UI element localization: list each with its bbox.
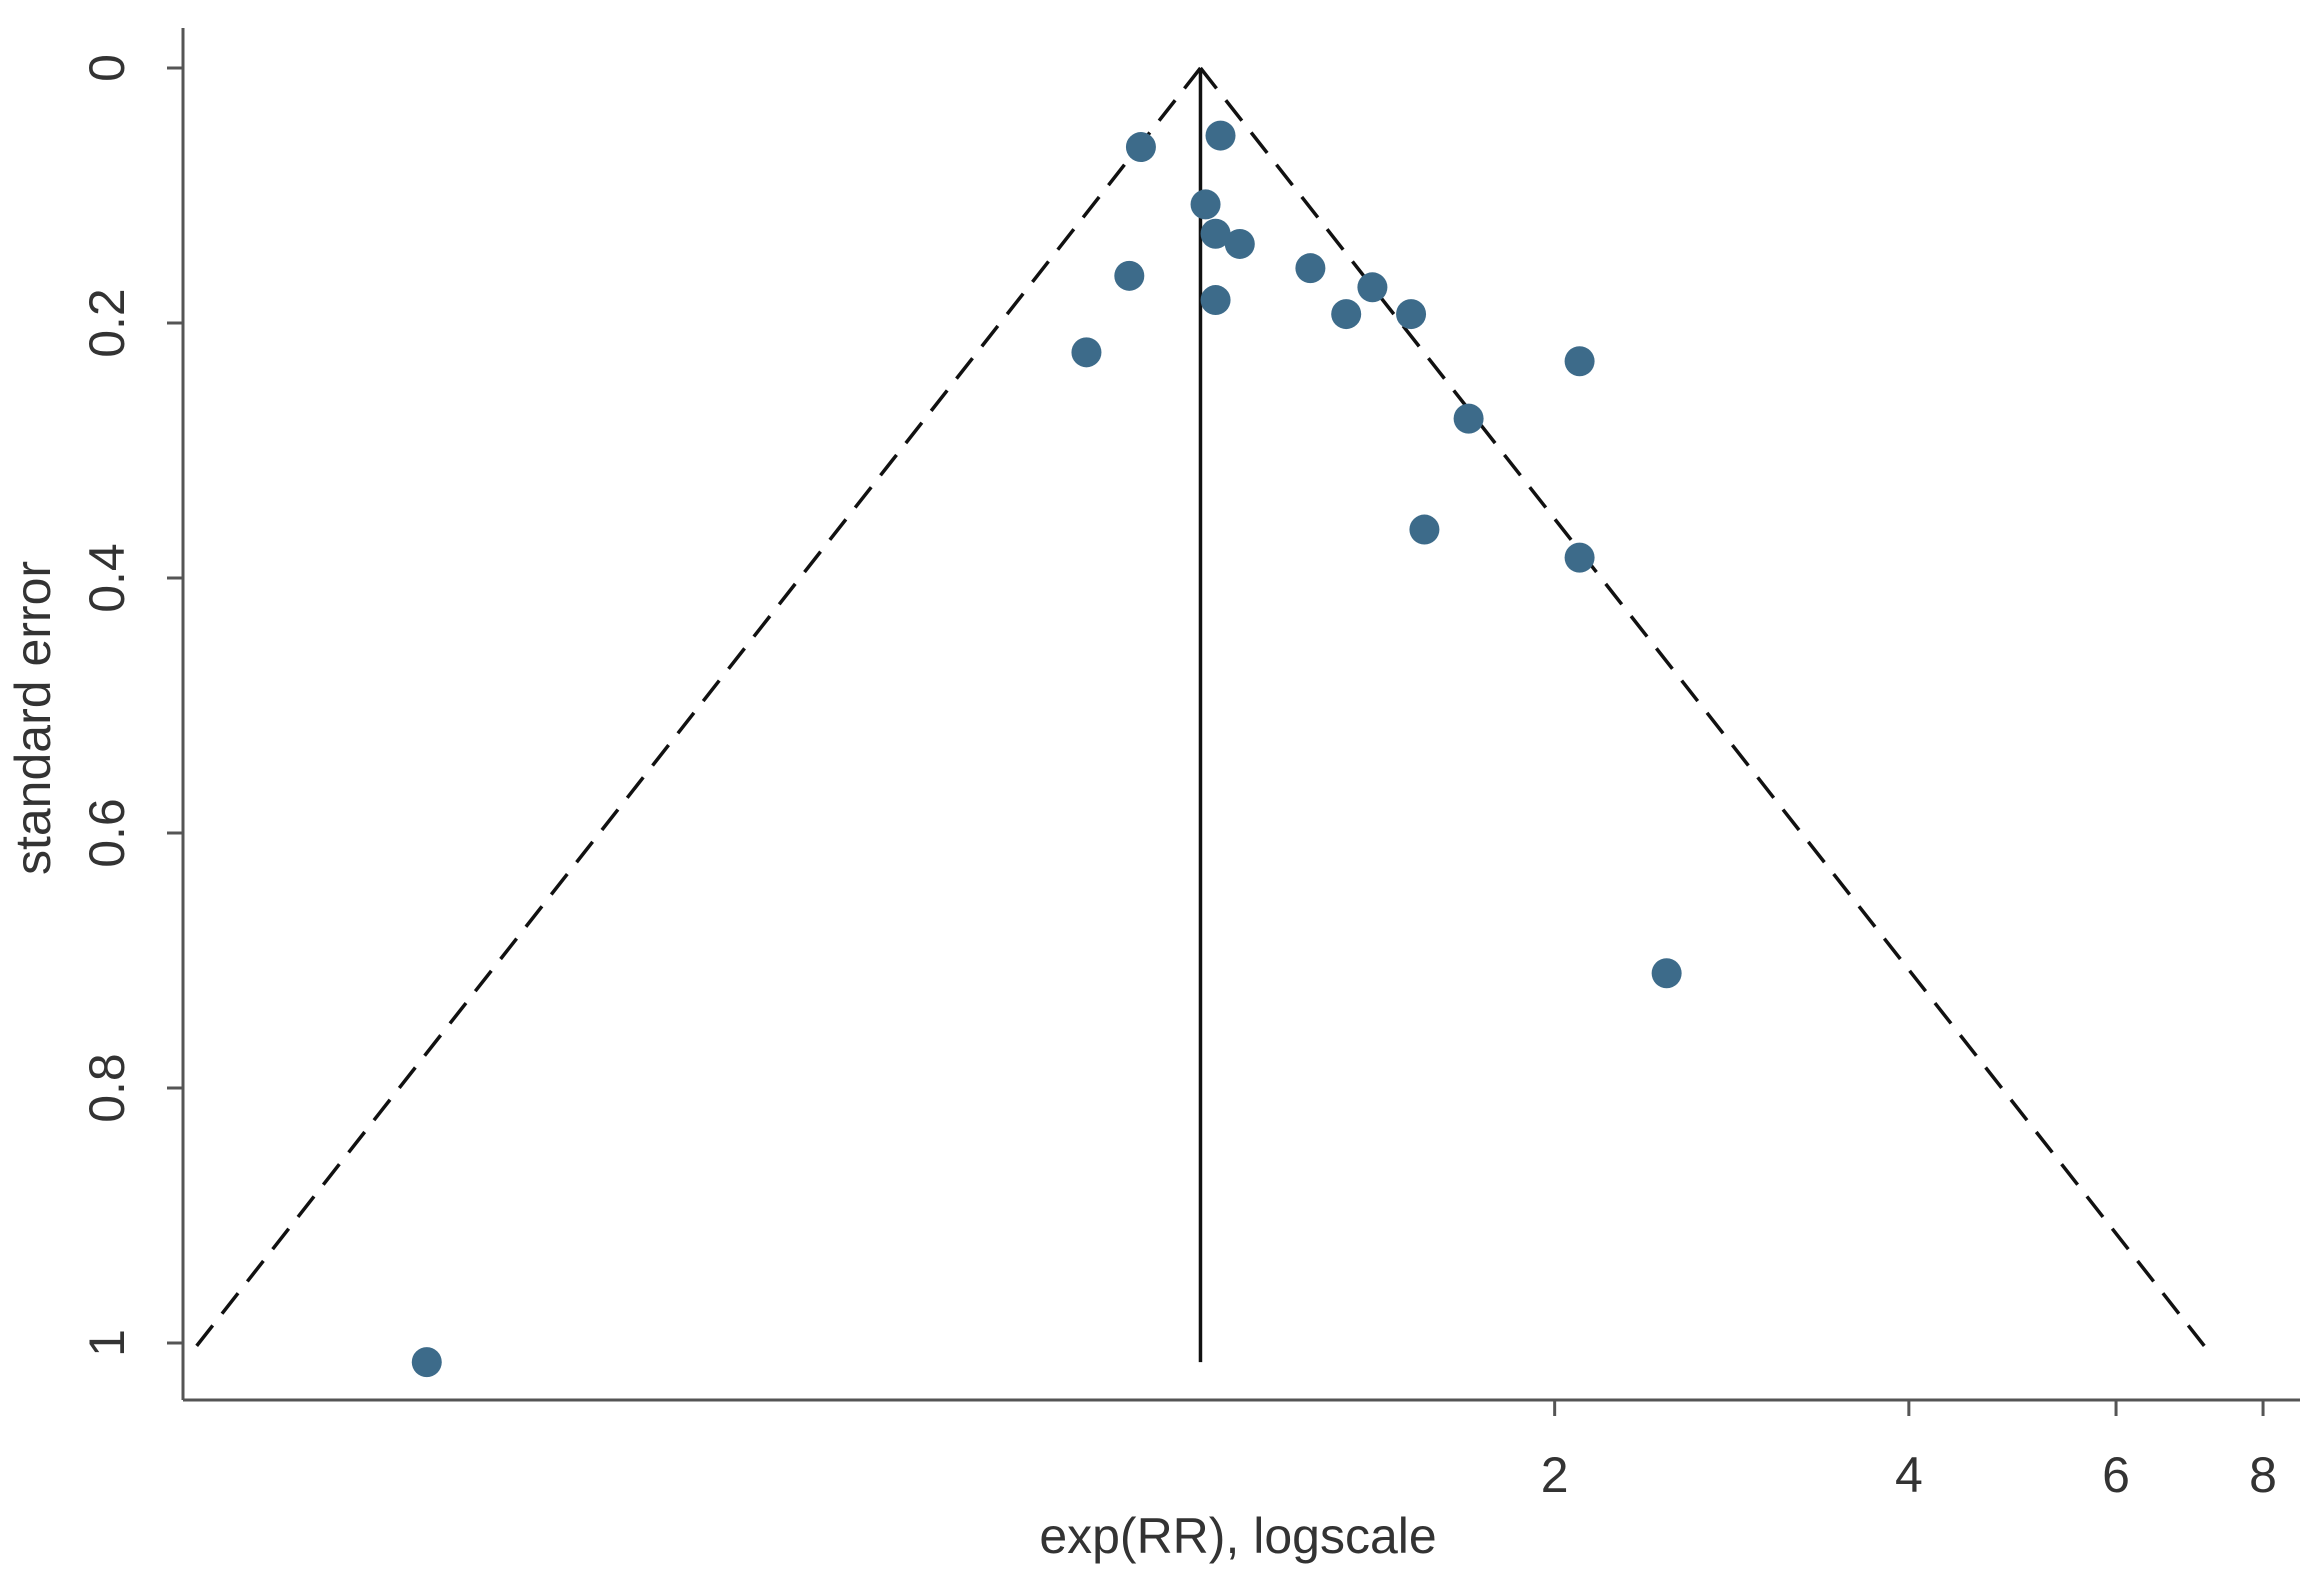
x-axis-ticks: 2 4 6 8: [1541, 1400, 2277, 1503]
study-point: [1205, 120, 1236, 151]
y-tick-label: 0.6: [79, 798, 135, 868]
study-point: [1409, 514, 1440, 545]
y-tick-label: 0.8: [79, 1053, 135, 1123]
study-point: [1453, 403, 1484, 434]
study-point: [1564, 542, 1595, 573]
study-point: [1200, 285, 1231, 316]
study-points: [411, 120, 1682, 1378]
axes: 0 0.2 0.4 0.6 0.8 1 2 4 6 8: [79, 28, 2300, 1503]
study-point: [1125, 132, 1156, 163]
study-point: [1331, 299, 1362, 330]
x-tick-label: 6: [2102, 1447, 2130, 1503]
lower-ci-limit: [187, 66, 1202, 1357]
study-point: [1357, 272, 1388, 303]
study-point: [1295, 253, 1326, 284]
study-point: [1224, 228, 1255, 259]
study-point: [1190, 189, 1221, 220]
y-axis-title: standard error: [5, 561, 61, 875]
upper-ci-limit: [1199, 66, 2214, 1357]
study-point: [1396, 299, 1427, 330]
study-point: [411, 1347, 442, 1378]
y-tick-label: 1: [79, 1329, 135, 1357]
confidence-limits: [187, 66, 2214, 1357]
x-tick-label: 4: [1895, 1447, 1923, 1503]
study-point: [1564, 346, 1595, 377]
study-point: [1200, 218, 1231, 249]
y-tick-label: 0.2: [79, 288, 135, 358]
x-axis-title: exp(RR), logscale: [1039, 1508, 1436, 1564]
y-tick-label: 0.4: [79, 543, 135, 613]
x-tick-label: 8: [2249, 1447, 2277, 1503]
x-tick-label: 2: [1541, 1447, 1569, 1503]
study-point: [1071, 337, 1102, 368]
y-tick-label: 0: [79, 54, 135, 82]
study-point: [1114, 260, 1145, 291]
y-axis-ticks: 0 0.2 0.4 0.6 0.8 1: [79, 54, 183, 1357]
study-point: [1651, 958, 1682, 989]
